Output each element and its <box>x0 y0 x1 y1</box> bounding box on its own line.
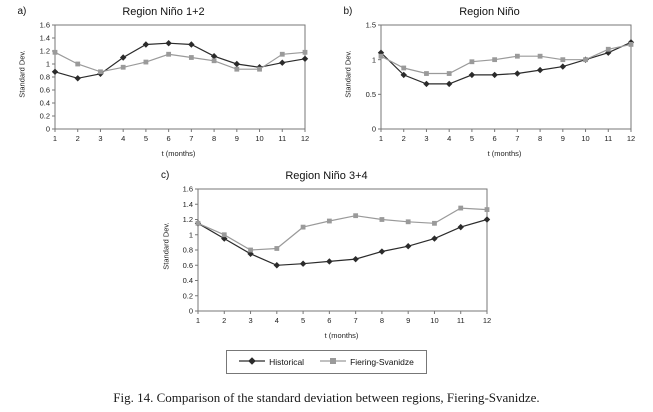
plot-svg: 00.511.51 2 3 4 5 6 7 8 9 10 11 12 <box>365 21 635 143</box>
svg-text:7: 7 <box>515 134 519 143</box>
chart-header: c) Region Niño 3+4 <box>159 168 494 184</box>
svg-text:6: 6 <box>166 134 170 143</box>
svg-text:1.6: 1.6 <box>183 185 193 194</box>
legend-label: Historical <box>269 357 305 367</box>
svg-text:8: 8 <box>538 134 542 143</box>
svg-text:12: 12 <box>483 316 491 325</box>
svg-text:8: 8 <box>380 316 384 325</box>
svg-text:1: 1 <box>196 316 200 325</box>
x-axis-label: t (months) <box>324 331 359 340</box>
svg-text:11: 11 <box>457 316 465 325</box>
svg-text:0.4: 0.4 <box>39 99 49 108</box>
svg-text:1.2: 1.2 <box>39 47 49 56</box>
svg-text:0: 0 <box>189 307 193 316</box>
svg-text:1.4: 1.4 <box>183 200 193 209</box>
chart-region-nino-1-2: a) Region Niño 1+2 Standard Dev. 0 0.2 0.4… <box>16 4 312 158</box>
svg-text:1.6: 1.6 <box>39 21 49 30</box>
svg-text:2: 2 <box>75 134 79 143</box>
chart-title: Region Niño 3+4 <box>285 170 368 182</box>
legend-label: Fiering-Svanidze <box>350 357 414 367</box>
chart-body: Standard Dev. 0 0.2 0.4 0.6 0.8 1 1.2 1.4 1.6 1 2 3… <box>159 184 494 331</box>
svg-text:5: 5 <box>301 316 305 325</box>
svg-text:9: 9 <box>560 134 564 143</box>
chart-header: b) Region Niño <box>342 4 638 20</box>
svg-text:4: 4 <box>275 316 279 325</box>
chart-title: Region Niño <box>459 6 520 18</box>
legend-item-fiering-svanidze: Fiering-Svanidze <box>320 353 414 371</box>
svg-text:3: 3 <box>424 134 428 143</box>
svg-text:10: 10 <box>255 134 263 143</box>
svg-text:1.2: 1.2 <box>183 215 193 224</box>
svg-text:4: 4 <box>447 134 451 143</box>
svg-text:5: 5 <box>469 134 473 143</box>
chart-header: a) Region Niño 1+2 <box>16 4 312 20</box>
chart-region-nino: b) Region Niño Standard Dev. 0 0.5 1 1.5 1 2 3… <box>342 4 638 158</box>
svg-text:7: 7 <box>189 134 193 143</box>
plot-svg: 00.20.40.60.811.21.41.61 2 3 4 5 6 7 8 9 10 11 12 <box>39 21 309 143</box>
svg-text:1: 1 <box>189 230 193 239</box>
svg-text:3: 3 <box>98 134 102 143</box>
svg-text:1: 1 <box>371 55 375 64</box>
svg-text:3: 3 <box>248 316 252 325</box>
svg-text:6: 6 <box>492 134 496 143</box>
svg-text:5: 5 <box>143 134 147 143</box>
fiering-svanidze-square-icon <box>320 353 347 371</box>
historical-diamond-icon <box>239 353 266 371</box>
svg-text:10: 10 <box>581 134 589 143</box>
svg-text:2: 2 <box>222 316 226 325</box>
svg-text:6: 6 <box>327 316 331 325</box>
svg-text:8: 8 <box>212 134 216 143</box>
plot-area: 0 0.5 1 1.5 1 2 3 4 5 6 7 8 9 10 11 12 <box>355 20 638 149</box>
svg-text:9: 9 <box>234 134 238 143</box>
svg-text:10: 10 <box>430 316 438 325</box>
plot-area: 0 0.2 0.4 0.6 0.8 1 1.2 1.4 1.6 1 2 3 4 5 6 7 8 9 10 11 12 <box>29 20 312 149</box>
top-chart-row: a) Region Niño 1+2 Standard Dev. 0 0.2 0.4… <box>0 0 653 158</box>
svg-text:0.4: 0.4 <box>183 276 193 285</box>
bottom-chart-row: c) Region Niño 3+4 Standard Dev. 0 0.2 0.4… <box>0 168 653 340</box>
chart-title: Region Niño 1+2 <box>122 6 205 18</box>
svg-text:0.8: 0.8 <box>183 246 193 255</box>
svg-text:1: 1 <box>52 134 56 143</box>
svg-text:1.5: 1.5 <box>365 21 375 30</box>
x-axis-label: t (months) <box>487 149 522 158</box>
svg-text:1: 1 <box>45 60 49 69</box>
figure-caption: Fig. 14. Comparison of the standard devi… <box>113 390 540 405</box>
legend-item-historical: Historical <box>239 353 304 371</box>
panel-label-b: b) <box>343 6 353 17</box>
chart-region-nino-3-4: c) Region Niño 3+4 Standard Dev. 0 0.2 0.4… <box>159 168 494 340</box>
svg-text:7: 7 <box>354 316 358 325</box>
svg-text:0.6: 0.6 <box>39 86 49 95</box>
svg-text:0.2: 0.2 <box>183 291 193 300</box>
y-axis-label: Standard Dev. <box>17 50 27 98</box>
plot-svg: 00.20.40.60.811.21.41.61 2 3 4 5 6 7 8 9 10 11 12 <box>183 185 492 325</box>
diamond-icon <box>239 357 266 365</box>
svg-text:1: 1 <box>378 134 382 143</box>
svg-text:12: 12 <box>300 134 308 143</box>
svg-text:1.4: 1.4 <box>39 34 49 43</box>
svg-text:9: 9 <box>406 316 410 325</box>
chart-body: Standard Dev. 0 0.2 0.4 0.6 0.8 1 1.2 1.4 1.6 1 2 3… <box>16 20 312 149</box>
svg-text:11: 11 <box>278 134 286 143</box>
square-icon <box>320 358 347 364</box>
panel-label-c: c) <box>161 170 170 181</box>
svg-text:0.8: 0.8 <box>39 73 49 82</box>
y-axis-label: Standard Dev. <box>161 222 170 270</box>
svg-text:11: 11 <box>604 134 612 143</box>
svg-text:4: 4 <box>121 134 125 143</box>
legend: Historical Fiering-Svanidze <box>226 350 427 374</box>
x-axis-label: t (months) <box>161 149 196 158</box>
panel-label-a: a) <box>17 6 27 17</box>
chart-body: Standard Dev. 0 0.5 1 1.5 1 2 3 4 5 6 7 8 9 10 11 12 <box>342 20 638 149</box>
svg-text:0.2: 0.2 <box>39 112 49 121</box>
svg-text:0.5: 0.5 <box>365 90 375 99</box>
legend-row: Historical Fiering-Svanidze <box>0 350 653 374</box>
svg-text:0: 0 <box>371 125 375 134</box>
svg-text:12: 12 <box>626 134 634 143</box>
plot-area: 0 0.2 0.4 0.6 0.8 1 1.2 1.4 1.6 1 2 3 4 5 6 7 8 9 10 11 12 <box>172 184 494 331</box>
svg-text:2: 2 <box>401 134 405 143</box>
svg-text:0: 0 <box>45 125 49 134</box>
y-axis-label: Standard Dev. <box>343 50 353 98</box>
svg-text:0.6: 0.6 <box>183 261 193 270</box>
